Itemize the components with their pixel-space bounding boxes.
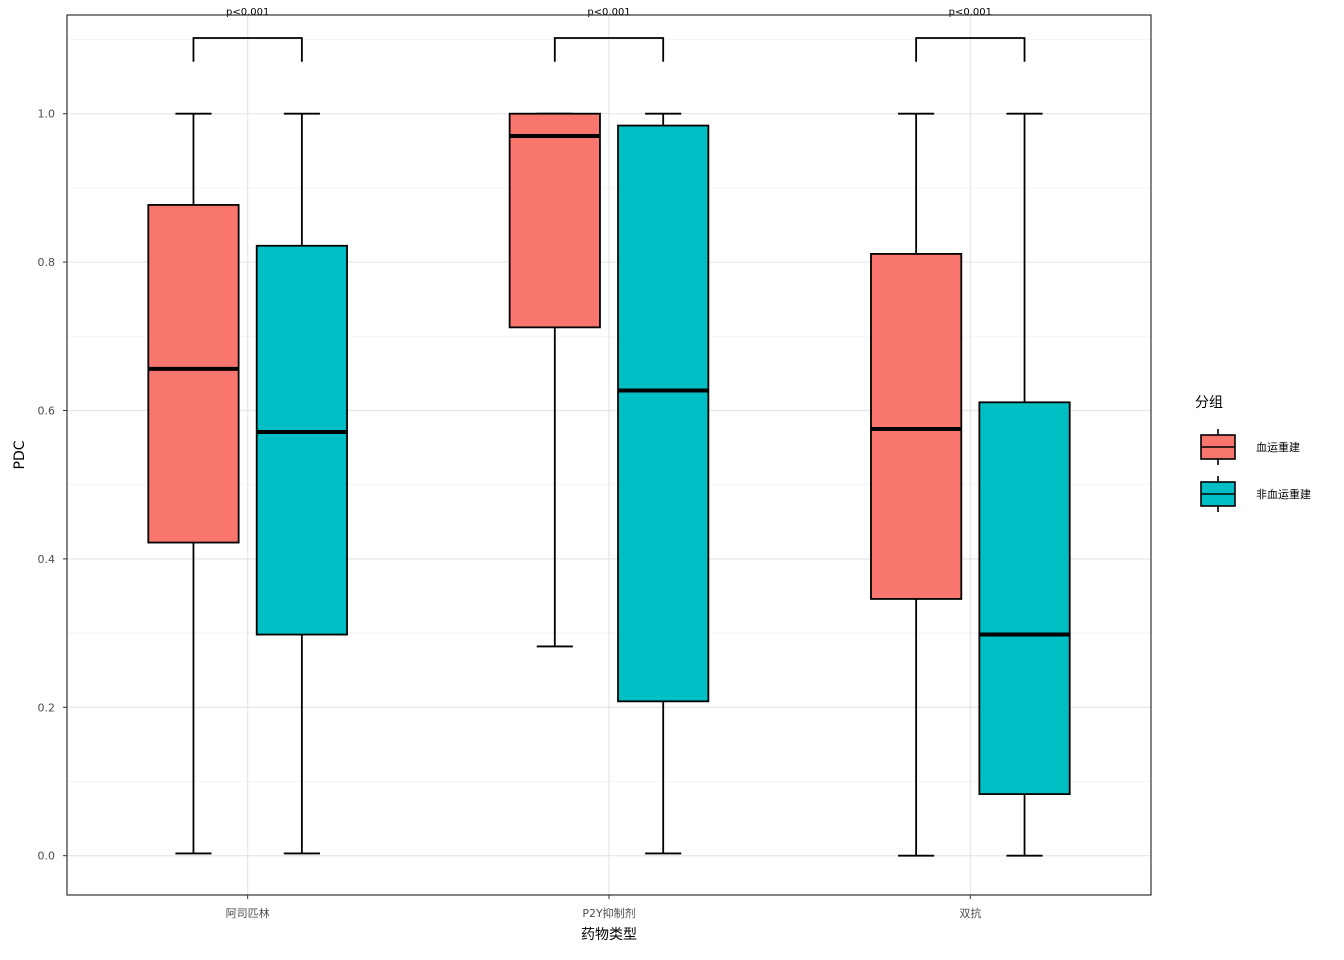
- legend-title: 分组: [1195, 395, 1223, 411]
- significance-bracket: [553, 37, 665, 62]
- y-tick-label: 0.6: [38, 404, 56, 417]
- whiskers: [175, 112, 1043, 857]
- y-tick-label: 1.0: [38, 108, 56, 121]
- box: [508, 112, 601, 329]
- grid-lines: [67, 15, 1151, 895]
- x-tick-label: P2Y抑制剂: [582, 906, 635, 920]
- p-value-label: p<0.001: [226, 7, 269, 18]
- significance-bracket: [915, 37, 1026, 62]
- box: [978, 401, 1071, 795]
- x-tick-label: 双抗: [959, 906, 981, 920]
- box: [255, 244, 348, 636]
- p-value-label: p<0.001: [949, 7, 992, 18]
- y-tick-label: 0.4: [38, 553, 56, 566]
- significance-brackets: p<0.001 p<0.001 p<0.001: [192, 7, 1026, 62]
- x-axis-title: 药物类型: [581, 927, 637, 943]
- box: [147, 204, 240, 544]
- x-axis: 阿司匹林 P2Y抑制剂 双抗: [226, 895, 981, 920]
- x-tick-label: 阿司匹林: [226, 906, 270, 920]
- y-axis: 0.0 0.2 0.4 0.6 0.8 1.0: [38, 108, 67, 863]
- boxes: [147, 112, 1071, 795]
- y-axis-title: PDC: [12, 440, 28, 469]
- p-value-label: p<0.001: [587, 7, 630, 18]
- y-tick-label: 0.8: [38, 256, 56, 269]
- y-tick-label: 0.2: [38, 701, 56, 714]
- box: [617, 124, 710, 703]
- significance-bracket: [192, 37, 303, 62]
- y-tick-label: 0.0: [38, 850, 56, 863]
- box: [870, 253, 963, 600]
- legend-label: 非血运重建: [1256, 487, 1311, 501]
- legend-label: 血运重建: [1256, 440, 1300, 454]
